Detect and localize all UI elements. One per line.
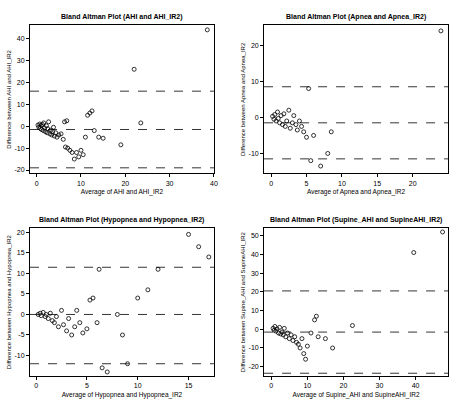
svg-text:Bland Altman Plot (Hypopnea an: Bland Altman Plot (Hypopnea and Hypopnea… (39, 216, 204, 224)
svg-text:30: 30 (17, 57, 25, 64)
svg-text:Bland Altman Plot (Apnea and A: Bland Altman Plot (Apnea and Apnea_IR2) (286, 13, 426, 21)
svg-text:Average of AHI and AHI_IR2: Average of AHI and AHI_IR2 (81, 188, 164, 196)
svg-text:50: 50 (251, 232, 259, 239)
svg-text:Difference between Apnea and A: Difference between Apnea and Apnea_IR2 (240, 42, 246, 156)
svg-text:10: 10 (134, 382, 142, 389)
svg-text:0: 0 (255, 326, 259, 333)
svg-text:5: 5 (21, 290, 25, 297)
svg-text:Average of Apnea and Apnea_IR2: Average of Apnea and Apnea_IR2 (307, 188, 406, 196)
svg-text:Difference between AHI and AHI: Difference between AHI and AHI_IR2 (6, 49, 12, 148)
svg-text:-10: -10 (14, 145, 24, 152)
svg-text:40: 40 (210, 180, 218, 187)
svg-text:-10: -10 (249, 344, 259, 351)
svg-text:40: 40 (412, 382, 420, 389)
svg-text:0: 0 (21, 311, 25, 318)
svg-text:Average of Hypopnea and Hypopn: Average of Hypopnea and Hypopnea_IR2 (62, 391, 183, 399)
svg-text:30: 30 (376, 382, 384, 389)
svg-text:-10: -10 (14, 352, 24, 359)
svg-text:20: 20 (251, 288, 259, 295)
svg-text:0: 0 (35, 180, 39, 187)
svg-text:0: 0 (34, 382, 38, 389)
svg-text:Difference between Hypopnea an: Difference between Hypopnea and Hypopnea… (6, 234, 12, 369)
svg-text:10: 10 (303, 382, 311, 389)
svg-text:0: 0 (269, 382, 273, 389)
svg-text:20: 20 (251, 42, 259, 49)
svg-text:20: 20 (17, 79, 25, 86)
svg-text:Bland Altman Plot (AHI and AHI: Bland Altman Plot (AHI and AHI_IR2) (61, 13, 183, 21)
svg-text:40: 40 (17, 35, 25, 42)
svg-text:15: 15 (373, 180, 381, 187)
svg-text:Average of Supine_AHI and Supi: Average of Supine_AHI and SupineAHI_IR2 (293, 391, 420, 399)
svg-text:0: 0 (255, 114, 259, 121)
svg-text:0: 0 (269, 180, 273, 187)
svg-text:20: 20 (340, 382, 348, 389)
svg-text:10: 10 (17, 270, 25, 277)
svg-text:10: 10 (251, 78, 259, 85)
svg-text:10: 10 (17, 101, 25, 108)
svg-text:15: 15 (17, 249, 25, 256)
svg-text:30: 30 (166, 180, 174, 187)
svg-text:20: 20 (121, 180, 129, 187)
svg-text:30: 30 (251, 270, 259, 277)
svg-text:-20: -20 (249, 363, 259, 370)
svg-text:20: 20 (17, 229, 25, 236)
svg-text:-20: -20 (14, 166, 24, 173)
svg-text:5: 5 (305, 180, 309, 187)
svg-text:-10: -10 (249, 150, 259, 157)
svg-text:20: 20 (409, 180, 417, 187)
svg-text:0: 0 (21, 123, 25, 130)
svg-text:10: 10 (338, 180, 346, 187)
svg-text:10: 10 (77, 180, 85, 187)
svg-text:Difference between Supine_AHI: Difference between Supine_AHI and Supine… (240, 231, 246, 372)
svg-text:-5: -5 (18, 331, 24, 338)
svg-text:5: 5 (85, 382, 89, 389)
svg-text:10: 10 (251, 307, 259, 314)
svg-text:40: 40 (251, 251, 259, 258)
svg-text:Bland Altman Plot (Supine_AHI: Bland Altman Plot (Supine_AHI and Supine… (270, 216, 442, 224)
svg-text:15: 15 (185, 382, 193, 389)
